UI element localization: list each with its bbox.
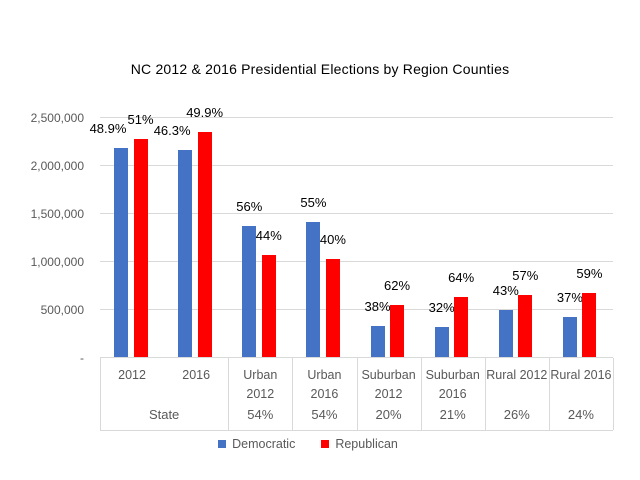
group-label: 54% — [247, 407, 274, 422]
bar-democratic — [178, 149, 193, 358]
bar-label: 49.9% — [186, 105, 224, 121]
bar-democratic — [370, 326, 385, 358]
category-label: 2016 — [182, 368, 211, 382]
y-tick-label: 500,000 — [40, 302, 84, 317]
axis-separator — [548, 357, 550, 430]
bar-republican — [261, 254, 276, 358]
bar-republican — [518, 294, 533, 358]
gridline — [100, 261, 613, 262]
bar-republican — [197, 132, 212, 358]
legend-label: Democratic — [232, 437, 296, 451]
y-tick-label: 1,500,000 — [30, 206, 84, 221]
gridline — [100, 165, 613, 166]
axis-separator — [420, 357, 422, 430]
axis-border-bottom — [100, 429, 613, 431]
bar-label: 32% — [428, 300, 455, 316]
bar-republican — [133, 139, 148, 358]
bar-label: 43% — [492, 283, 519, 299]
category-label: 2012 — [118, 368, 146, 382]
bar-republican — [390, 304, 404, 358]
chart-title: NC 2012 & 2016 Presidential Elections by… — [130, 61, 510, 77]
category-label: Urban 2012 — [243, 368, 278, 401]
axis-separator — [100, 357, 101, 430]
bar-label: 55% — [300, 194, 327, 210]
legend-item: Republican — [321, 437, 398, 451]
y-tick-label: - — [80, 350, 84, 365]
y-tick-label: 2,500,000 — [30, 110, 84, 125]
bar-democratic — [498, 310, 513, 358]
group-label: 54% — [311, 407, 338, 422]
bar-democratic — [434, 327, 449, 358]
bar-republican — [325, 259, 340, 358]
bar-republican — [454, 296, 469, 358]
legend: Democratic Republican — [0, 436, 616, 452]
gridline — [100, 117, 613, 118]
bar-label: 64% — [448, 269, 475, 285]
group-label: 24% — [567, 407, 594, 422]
bar-label: 51% — [127, 112, 154, 128]
bar-label: 40% — [319, 232, 346, 248]
legend-label: Republican — [335, 437, 398, 451]
axis-separator — [292, 357, 294, 430]
bar-label: 59% — [576, 265, 603, 281]
y-tick-label: 1,000,000 — [30, 254, 84, 269]
axis-separator — [484, 357, 486, 430]
bar-democratic — [306, 221, 321, 358]
category-label: Rural 2016 — [550, 368, 612, 382]
bar-label: 48.9% — [89, 121, 127, 137]
group-label: 20% — [375, 407, 402, 422]
bar-label: 37% — [556, 289, 583, 305]
category-label: Suburban 2012 — [361, 368, 416, 401]
bar-democratic — [114, 148, 128, 358]
bar-label: 57% — [512, 267, 539, 283]
category-label: Rural 2012 — [486, 368, 548, 382]
category-label: Suburban 2016 — [425, 368, 480, 401]
axis-separator — [613, 357, 614, 430]
bar-democratic — [562, 316, 577, 358]
axis-separator — [228, 357, 230, 430]
category-label: Urban 2016 — [307, 368, 342, 401]
gridline — [100, 213, 613, 214]
group-label: 21% — [439, 407, 466, 422]
bar-republican — [582, 292, 597, 358]
bar-label: 56% — [236, 199, 263, 215]
bar-democratic — [242, 226, 257, 358]
gridline — [100, 309, 613, 310]
axis-separator — [356, 357, 358, 430]
legend-swatch-democratic — [218, 440, 227, 448]
bar-label: 62% — [383, 277, 411, 293]
y-tick-label: 2,000,000 — [30, 158, 84, 173]
bar-label: 44% — [255, 227, 282, 243]
bar-label: 38% — [364, 299, 391, 315]
group-label: 26% — [503, 407, 530, 422]
bar-label: 46.3% — [153, 122, 191, 138]
legend-item: Democratic — [218, 437, 295, 451]
legend-swatch-republican — [321, 440, 330, 448]
group-label: State — [148, 407, 180, 422]
